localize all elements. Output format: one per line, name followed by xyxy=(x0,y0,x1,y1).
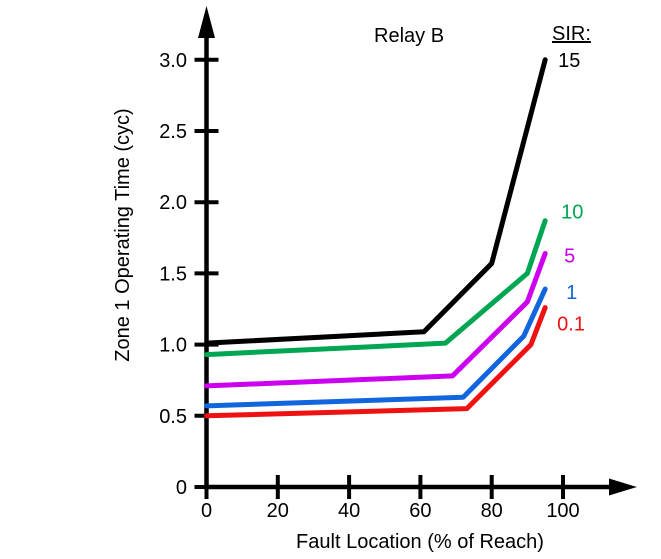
x-axis-arrow-icon xyxy=(609,478,637,496)
series-label-sir-1: 1 xyxy=(566,282,577,304)
y-tick-label: 2.5 xyxy=(159,121,187,143)
y-tick-label: 1.5 xyxy=(159,263,187,285)
y-tick-label: 3.0 xyxy=(159,50,187,72)
x-tick-label: 80 xyxy=(481,500,503,522)
series-line-sir-1 xyxy=(204,286,548,409)
series-label-sir-5: 5 xyxy=(564,245,575,267)
series-line-sir-10 xyxy=(204,218,548,358)
y-tick-label: 2.0 xyxy=(159,192,187,214)
y-axis-title: Zone 1 Operating Time (cyc) xyxy=(112,108,134,362)
x-tick-label: 40 xyxy=(338,500,360,522)
x-axis-title: Fault Location (% of Reach) xyxy=(296,531,544,553)
series-label-sir-0.1: 0.1 xyxy=(557,314,585,336)
series-line-sir-5 xyxy=(204,250,548,389)
y-tick-label: 0 xyxy=(176,477,187,499)
legend-title: SIR: xyxy=(552,23,591,45)
x-tick-label: 60 xyxy=(409,500,431,522)
x-tick-label: 20 xyxy=(267,500,289,522)
series-line-sir-0.1 xyxy=(204,305,548,419)
series-label-sir-15: 15 xyxy=(558,50,580,72)
x-tick-label: 100 xyxy=(546,500,579,522)
chart-annotation-relay: Relay B xyxy=(374,25,445,47)
series-line-sir-15 xyxy=(204,57,548,346)
y-tick-label: 0.5 xyxy=(159,406,187,428)
x-tick-label: 0 xyxy=(201,500,212,522)
series-label-sir-10: 10 xyxy=(561,202,583,224)
y-axis-arrow-icon xyxy=(198,6,215,38)
y-tick-label: 1.0 xyxy=(159,335,187,357)
